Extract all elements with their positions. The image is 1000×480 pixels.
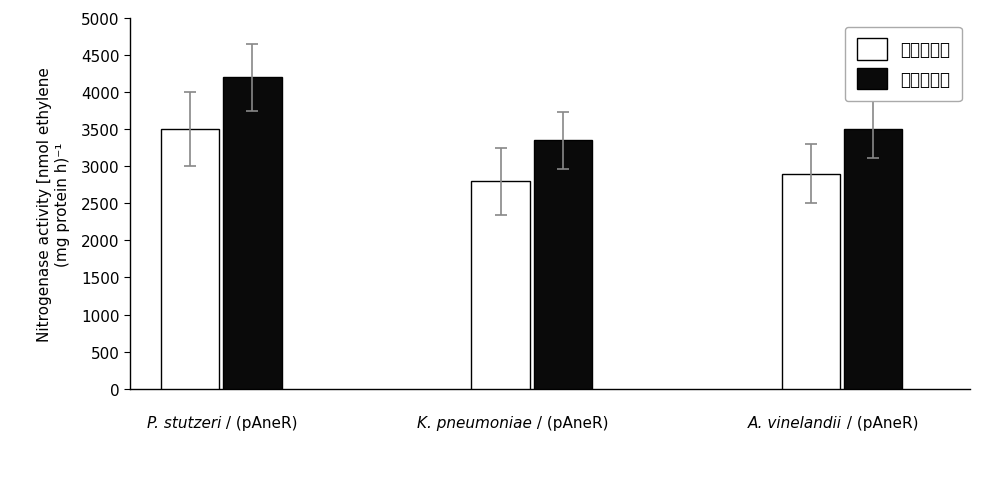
Text: / (pAneR): / (pAneR) [842, 415, 919, 430]
Bar [471, 182, 530, 389]
Y-axis label: Nitrogenase activity [nmol ethylene
(mg protein h)⁻¹: Nitrogenase activity [nmol ethylene (mg … [37, 67, 70, 341]
Bar [782, 174, 840, 389]
Text: A. vinelandii: A. vinelandii [748, 415, 842, 430]
Text: / (pAneR): / (pAneR) [532, 415, 608, 430]
Text: K. pneumoniae: K. pneumoniae [417, 415, 532, 430]
Bar [161, 130, 219, 389]
Bar [844, 130, 902, 389]
Text: P. stutzeri: P. stutzeri [147, 415, 221, 430]
Legend: 底盘固氮菌, 重组工程菌: 底盘固氮菌, 重组工程菌 [845, 27, 962, 102]
Bar [534, 141, 592, 389]
Text: / (pAneR): / (pAneR) [221, 415, 298, 430]
Bar [223, 78, 282, 389]
